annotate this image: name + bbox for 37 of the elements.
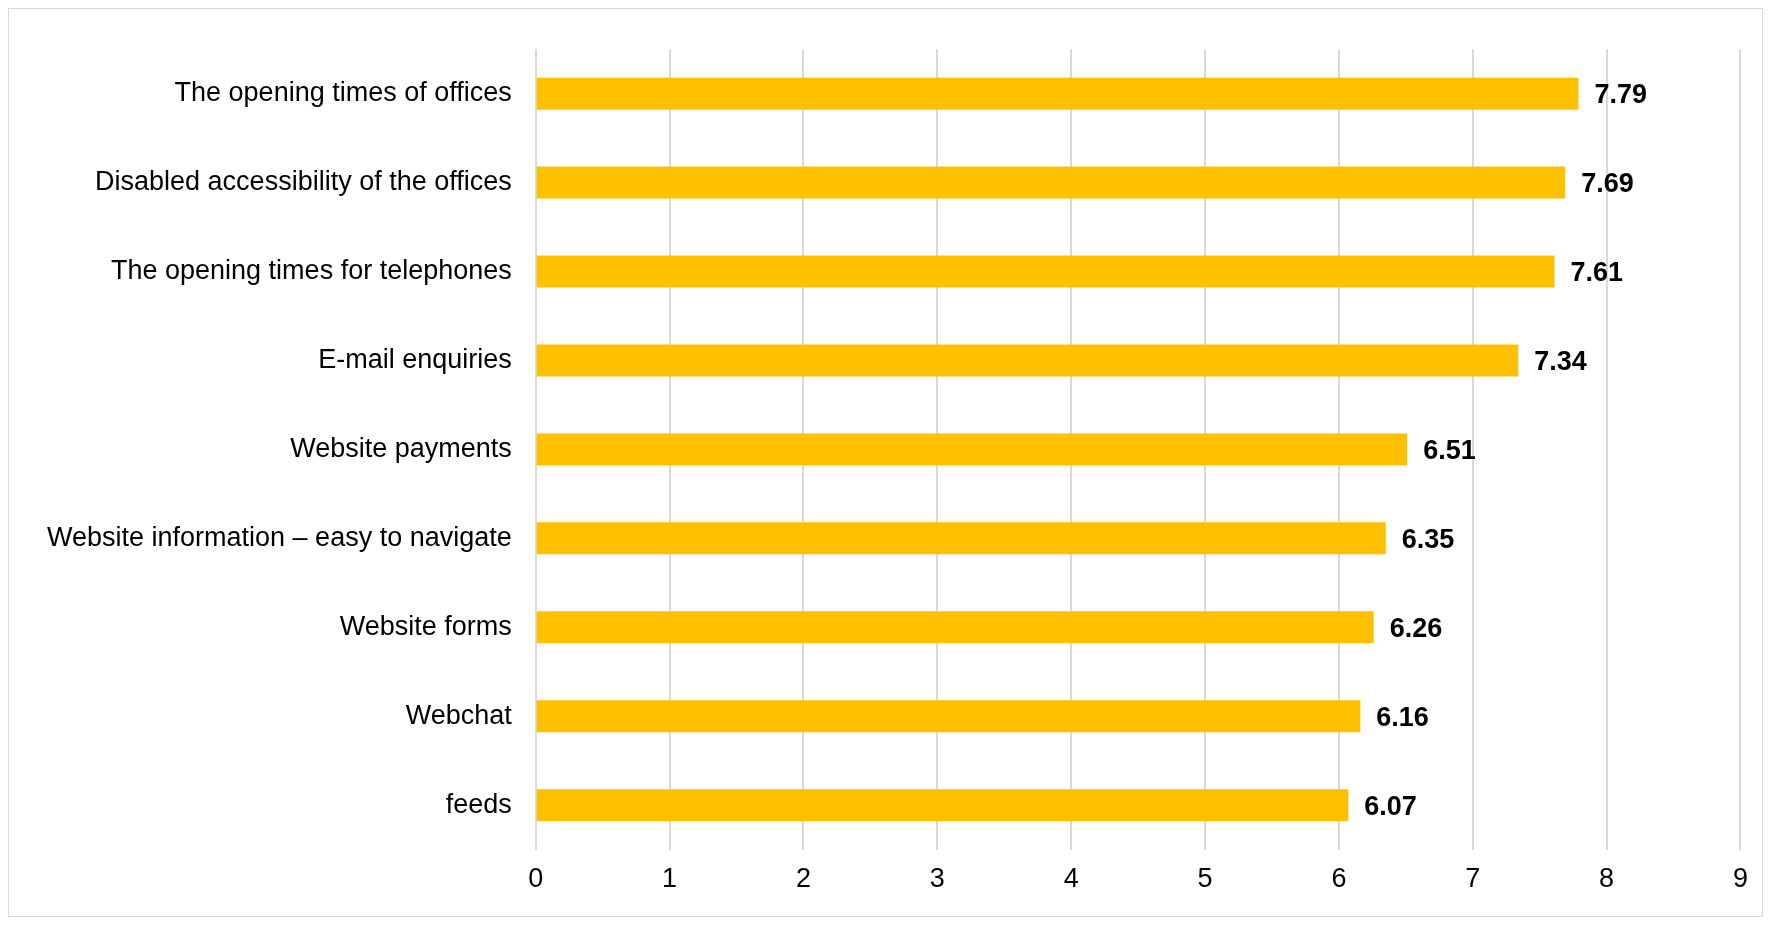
y-tick-label: Website forms [339, 610, 512, 641]
y-tick-label: Disabled accessibility of the offices [95, 166, 512, 197]
bar [536, 522, 1386, 555]
x-tick-label: 9 [1732, 863, 1749, 894]
y-tick-label: The opening times for telephones [111, 254, 512, 285]
bar [536, 344, 1519, 377]
x-tick-label: 5 [1197, 863, 1213, 894]
data-label: 6.35 [1401, 523, 1455, 554]
x-tick-label: 6 [1331, 863, 1347, 894]
x-tick-label: 1 [662, 863, 678, 894]
x-tick-label: 8 [1599, 863, 1615, 894]
data-label: 7.79 [1594, 79, 1648, 110]
bar [536, 611, 1374, 644]
x-tick-label: 7 [1465, 863, 1481, 894]
y-tick-label: Website information – easy to navigate [47, 521, 512, 552]
x-tick-label: 2 [795, 863, 811, 894]
x-tick-label: 4 [1063, 863, 1079, 894]
bar [536, 77, 1579, 110]
y-tick-label: Website payments [290, 432, 512, 463]
bar [536, 433, 1408, 466]
data-label: 7.61 [1570, 256, 1623, 287]
data-label: 7.34 [1534, 345, 1587, 376]
y-tick-label: feeds [445, 788, 512, 819]
bar [536, 700, 1361, 733]
x-tick-label: 3 [929, 863, 945, 894]
bar [536, 789, 1349, 822]
data-label: 6.26 [1389, 612, 1443, 643]
data-label: 7.69 [1581, 168, 1634, 199]
x-tick-label: 0 [528, 863, 544, 894]
bar [536, 166, 1566, 199]
y-tick-label: The opening times of offices [174, 77, 512, 108]
bar [536, 255, 1555, 288]
data-label: 6.16 [1376, 701, 1429, 732]
data-label: 6.07 [1364, 790, 1417, 821]
y-tick-label: E-mail enquiries [318, 343, 512, 374]
y-tick-label: Webchat [405, 699, 513, 730]
data-label: 6.51 [1423, 434, 1476, 465]
